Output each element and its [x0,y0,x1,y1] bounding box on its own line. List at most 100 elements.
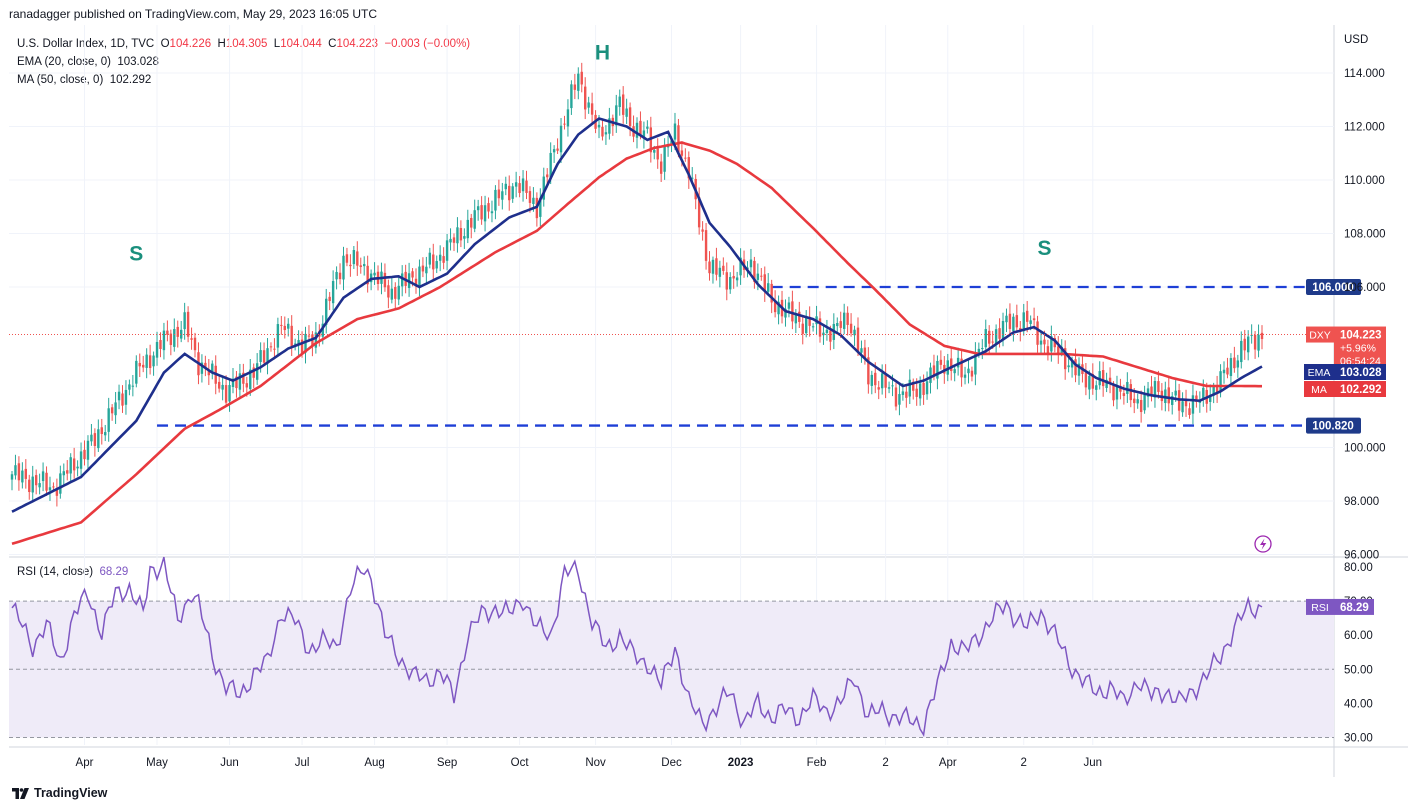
candle-body [1029,320,1032,324]
price-tick-label: 110.000 [1344,175,1385,187]
rsi-legend[interactable]: RSI (14, close) 68.29 [17,566,128,578]
candle-body [684,157,687,159]
candle [217,374,221,393]
candle [459,220,463,248]
candle-body [753,260,756,282]
candle [791,290,794,330]
candle [166,320,169,342]
candle-body [221,384,224,390]
candle-body [549,152,552,179]
candle-body [659,161,663,174]
candle-body [1019,328,1022,331]
candle-body [849,323,853,334]
candle-body [501,191,504,200]
candle [331,270,335,311]
candle [1008,303,1012,335]
candle [432,243,435,281]
candle-body [708,261,711,274]
candle [345,247,349,267]
candle-body [352,250,356,265]
candle [304,326,307,364]
dxy-value: 104.223 [1340,330,1382,342]
candle [297,330,300,356]
candle-body [1105,379,1108,388]
candle-body [1074,359,1077,376]
candle-body [1215,386,1219,394]
tradingview-logo-icon [12,787,29,799]
candle-body [114,402,117,416]
candle-body [704,230,708,261]
candle-body [563,123,566,125]
ma-row[interactable]: MA (50, close, 0) 102.292 [17,71,470,89]
candle-body [711,259,715,274]
candle-body [483,205,487,222]
candle-body [366,265,369,285]
candle-body [1150,386,1153,397]
candle-body [238,373,242,390]
candle [559,118,563,163]
lightning-icon[interactable] [1254,535,1272,553]
candle [1257,324,1260,358]
candle [908,369,911,404]
candle-body [162,330,166,351]
candle [235,371,238,398]
candle [621,86,625,124]
time-tick-label: Feb [807,757,827,769]
candle-body [1126,382,1129,394]
candle [1191,384,1195,425]
candle-body [901,391,905,395]
candle-body [148,355,152,368]
candle-body [804,317,808,334]
candle-body [1246,336,1250,353]
dxy-name: DXY [1309,330,1331,342]
candle-body [697,197,701,228]
currency-label[interactable]: USD [1344,34,1369,46]
horizontal-levels: 106.000 100.820 [157,279,1361,434]
candle [763,266,766,302]
candle [718,260,722,288]
candle-body [55,488,59,496]
ema-row[interactable]: EMA (20, close, 0) 103.028 [17,53,470,71]
candle [825,319,829,341]
candle-body [41,471,45,482]
ohlc-row: U.S. Dollar Index, 1D, TVC O104.226 H104… [17,35,470,53]
candle-body [991,341,994,343]
candle-body [273,348,276,350]
candle [1236,354,1240,378]
candle-body [255,363,259,380]
candle [356,241,359,276]
candle-body [1171,396,1174,405]
candle-body [1077,363,1081,376]
candle [100,418,103,445]
candle-body [870,374,874,386]
candle-body [1260,332,1264,340]
candle [394,282,397,310]
candle [787,296,791,318]
price-axis: 114.000 112.000 110.000 108.000 106.000 100.0… [1304,68,1386,745]
candle-body [107,408,110,432]
candle-body [846,312,849,325]
candle-body [618,96,621,108]
candle-body [169,333,173,345]
symbol-name[interactable]: U.S. Dollar Index, 1D, TVC [17,38,155,50]
candle-body [1167,387,1170,404]
candle-body [539,197,542,217]
candle [497,179,501,206]
candle [811,322,815,332]
footer-brand[interactable]: TradingView [12,786,107,800]
pattern-label: S [129,242,143,265]
candle-body [891,385,894,387]
candle [204,355,207,377]
candle [1005,308,1008,333]
candle-body [546,174,549,178]
candle [646,120,649,134]
rsi-line [11,556,1263,737]
candle [960,350,963,387]
candle-body [349,264,352,267]
candle [856,317,860,356]
candle-body [525,180,528,193]
moving-averages [9,117,1334,546]
time-tick-label: 2 [882,757,888,769]
candle [715,247,718,281]
